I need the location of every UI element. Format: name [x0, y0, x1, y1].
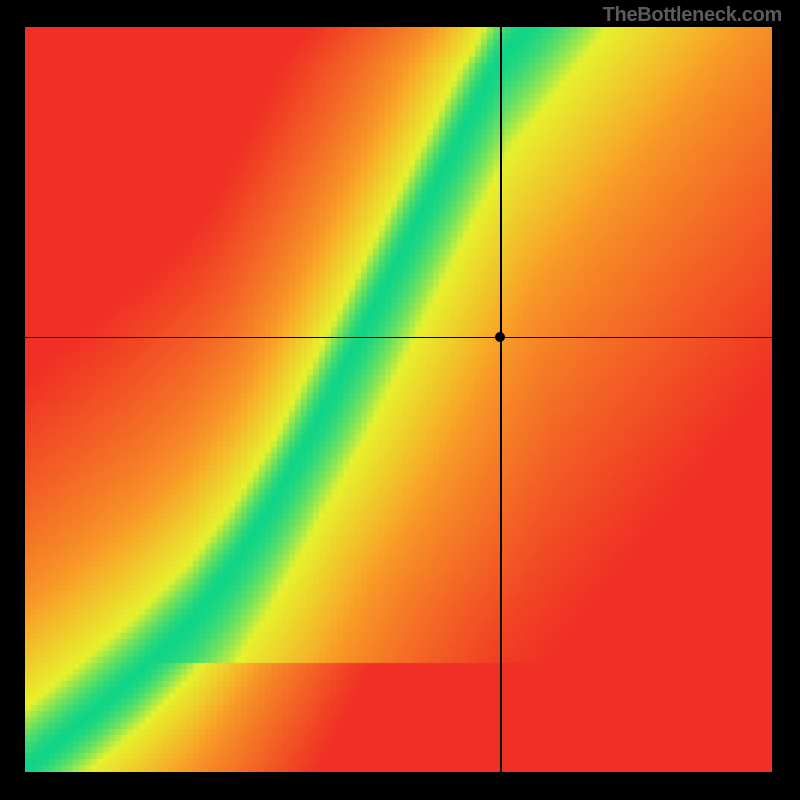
- marker-dot: [495, 332, 505, 342]
- crosshair-vertical: [500, 27, 502, 772]
- plot-area: [25, 27, 772, 772]
- crosshair-horizontal: [25, 337, 772, 339]
- watermark-text: TheBottleneck.com: [603, 4, 782, 27]
- heatmap-canvas: [25, 27, 772, 772]
